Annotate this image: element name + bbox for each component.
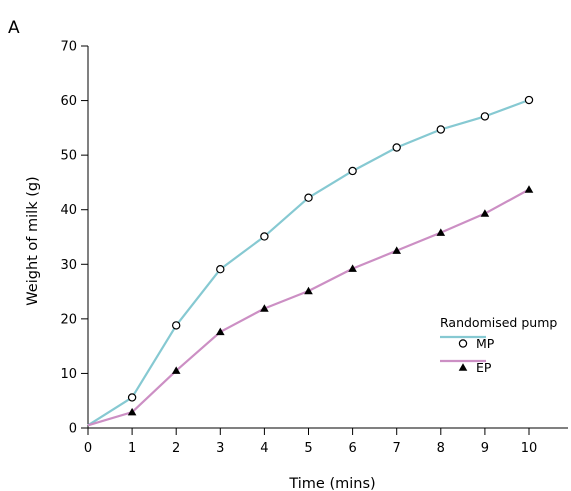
x-tick-label: 10: [521, 441, 538, 456]
legend-marker-mp: [458, 339, 468, 348]
y-tick-label: 0: [69, 422, 77, 437]
y-tick-label: 10: [60, 367, 77, 382]
x-axis-title: Time (mins): [288, 476, 375, 491]
y-tick-label: 40: [60, 203, 77, 218]
data-point-ep: [480, 209, 490, 217]
series-ep: [87, 185, 534, 427]
x-tick-label: 5: [304, 441, 312, 456]
data-point-mp: [216, 264, 225, 274]
data-point-ep: [436, 228, 446, 236]
data-point-ep: [127, 407, 137, 416]
data-point-ep: [524, 185, 534, 193]
data-point-ep: [171, 366, 181, 374]
x-tick-label: 4: [260, 441, 268, 456]
x-tick-label: 0: [84, 441, 92, 456]
legend-label-mp: MP: [476, 336, 495, 351]
chart-legend: Randomised pump MP EP: [440, 315, 557, 375]
x-tick-label: 6: [348, 441, 356, 456]
x-tick-label: 8: [437, 441, 445, 456]
data-point-mp: [260, 232, 269, 241]
data-point-mp: [436, 125, 445, 134]
data-point-ep: [392, 246, 401, 254]
x-tick-label: 2: [172, 441, 180, 456]
y-tick-label: 50: [60, 149, 77, 164]
x-tick-label: 1: [128, 441, 136, 456]
data-point-ep: [348, 264, 357, 272]
chart-series: [87, 95, 534, 427]
data-point-ep: [260, 304, 269, 312]
data-point-ep: [304, 286, 313, 295]
data-point-mp: [171, 321, 181, 330]
legend-label-ep: EP: [476, 360, 492, 375]
data-point-mp: [392, 143, 401, 152]
chart-axes: 0 10 20 30 40 50 60 70 0 1 2 3 4 5 6 7 8 9 10: [60, 40, 568, 456]
series-line-mp: [87, 98, 530, 427]
y-tick-label: 70: [60, 40, 77, 55]
data-point-mp: [304, 193, 313, 202]
legend-item-ep: EP: [440, 359, 492, 375]
data-point-mp: [524, 95, 534, 105]
legend-marker-ep: [458, 363, 468, 371]
legend-title: Randomised pump: [440, 315, 557, 330]
series-mp: [87, 95, 534, 427]
series-line-ep: [87, 188, 530, 427]
data-point-mp: [127, 393, 137, 402]
legend-item-mp: MP: [440, 335, 495, 351]
y-tick-label: 30: [60, 258, 77, 273]
y-tick-label: 60: [60, 94, 77, 109]
x-tick-label: 7: [393, 441, 401, 456]
panel-label: A: [8, 18, 20, 38]
data-point-mp: [480, 112, 490, 121]
data-point-mp: [348, 166, 357, 176]
y-axis-title: Weight of milk (g): [25, 176, 41, 305]
x-tick-label: 9: [481, 441, 489, 456]
y-tick-label: 20: [60, 312, 77, 327]
x-tick-label: 3: [216, 441, 224, 456]
data-point-ep: [216, 327, 225, 336]
